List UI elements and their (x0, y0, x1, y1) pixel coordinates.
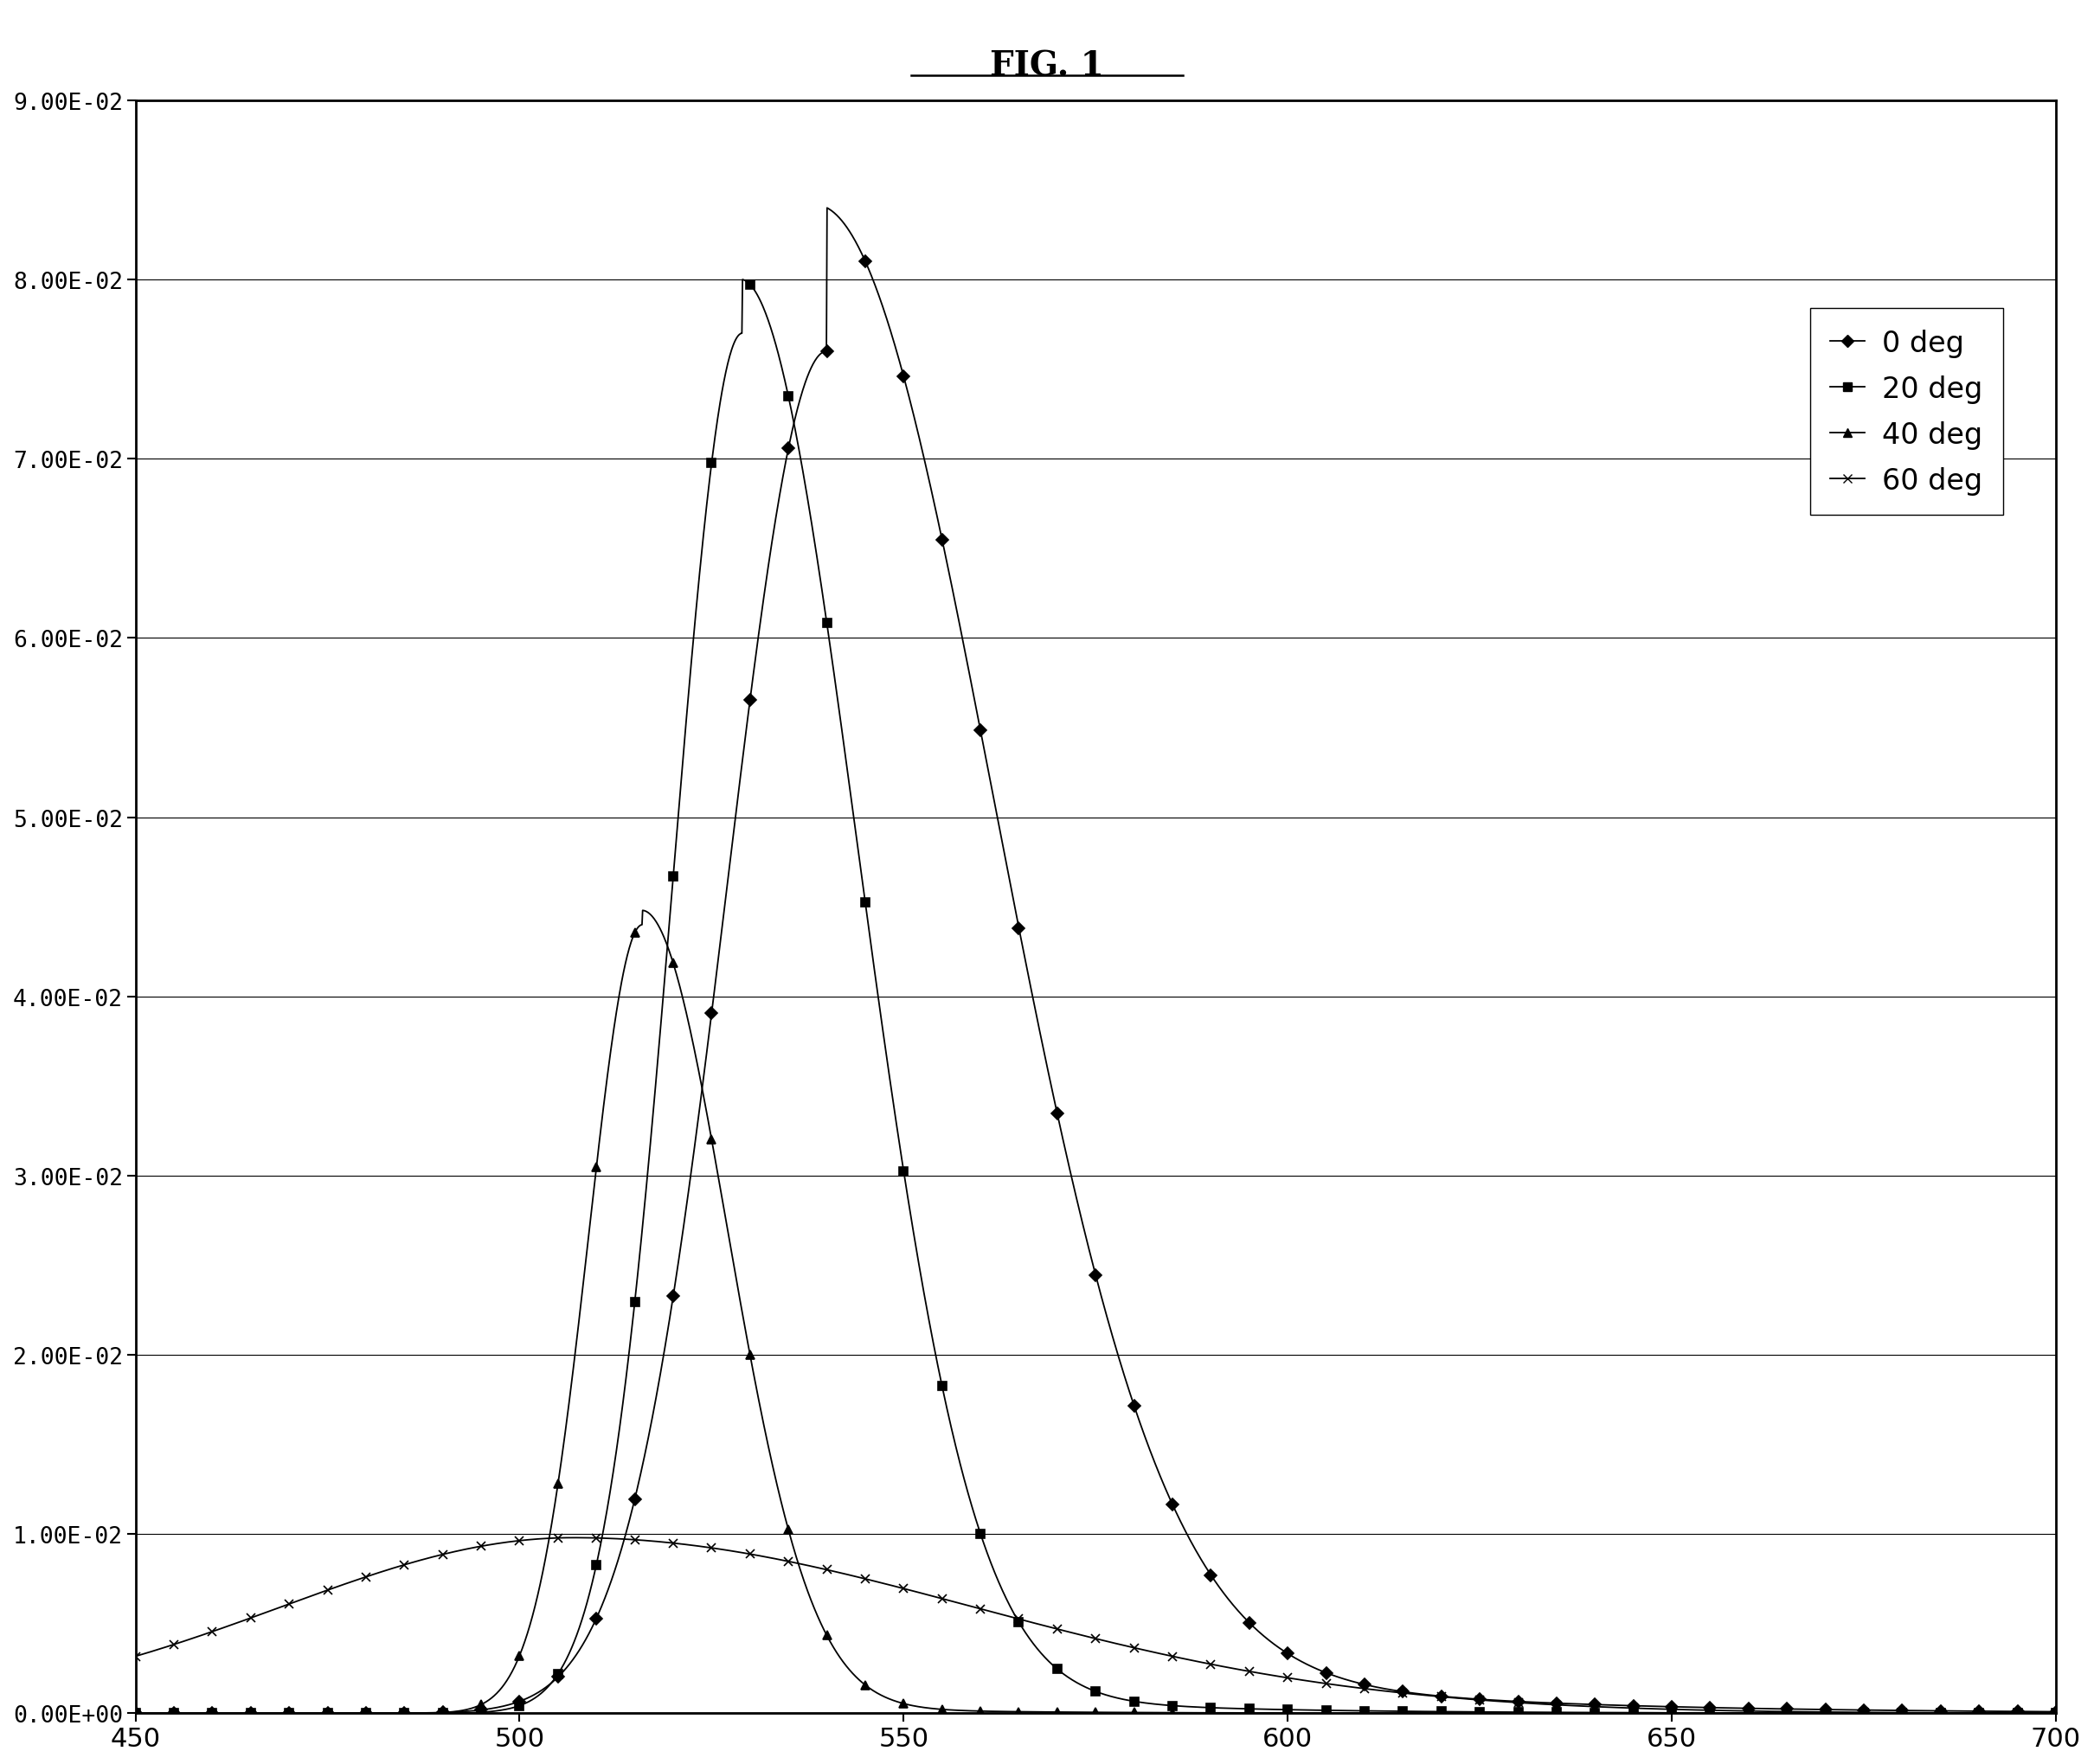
Legend: 0 deg, 20 deg, 40 deg, 60 deg: 0 deg, 20 deg, 40 deg, 60 deg (1809, 309, 2004, 515)
Text: FIG. 1: FIG. 1 (990, 49, 1104, 83)
